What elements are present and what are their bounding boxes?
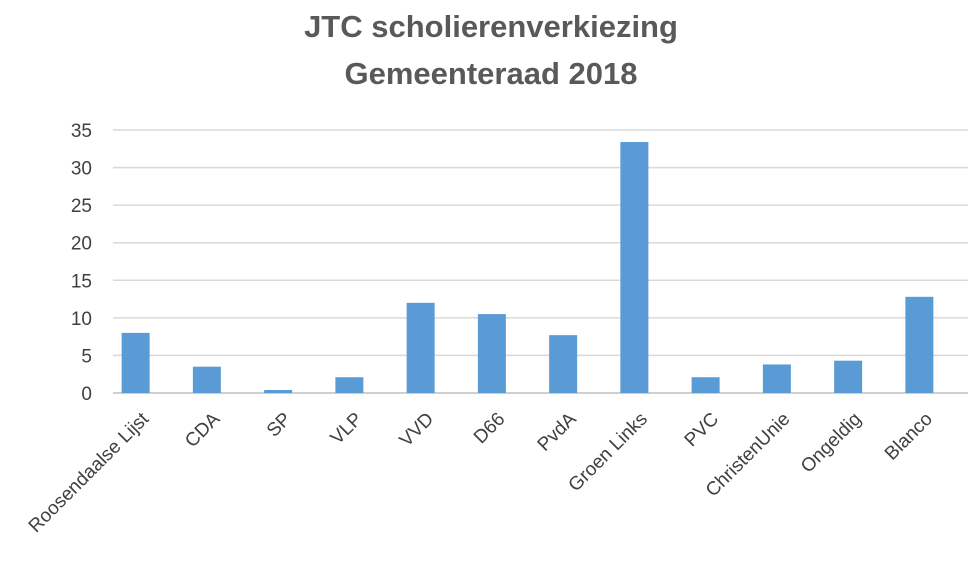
bar xyxy=(691,377,720,393)
gridlines xyxy=(113,129,968,394)
bar xyxy=(834,360,863,393)
y-tick-label: 15 xyxy=(71,271,92,292)
y-tick-label: 0 xyxy=(81,384,92,405)
y-tick-label: 5 xyxy=(81,346,92,367)
x-tick-label: CDA xyxy=(181,408,224,451)
x-tick-label: VLP xyxy=(327,409,367,449)
x-tick-label: PvdA xyxy=(534,408,581,455)
x-tick-label: D66 xyxy=(470,409,509,448)
bar xyxy=(620,142,649,393)
chart-title: JTC scholierenverkiezing Gemeenteraad 20… xyxy=(304,9,678,91)
chart-title-line-2: Gemeenteraad 2018 xyxy=(345,56,638,91)
x-axis: Roosendaalse Lijst CDA SP VLP VVD D66 PvdAGroe… xyxy=(25,408,937,537)
chart-title-line-1: JTC scholierenverkiezing xyxy=(304,9,678,44)
y-tick-label: 10 xyxy=(71,309,92,330)
bar xyxy=(335,377,364,393)
bars xyxy=(121,142,934,393)
bar xyxy=(477,314,506,393)
x-tick-label: PVC xyxy=(681,409,723,451)
x-tick-label: VVD xyxy=(396,409,438,451)
y-tick-label: 20 xyxy=(71,234,92,255)
y-tick-label: 30 xyxy=(71,159,92,180)
x-tick-label: Blanco xyxy=(881,409,937,465)
bar xyxy=(192,366,221,393)
bar xyxy=(121,332,150,393)
bar xyxy=(549,335,578,393)
x-tick-label: Ongeldig xyxy=(797,409,866,478)
y-axis: 0 5 10 15 20 25 30 35 xyxy=(71,121,92,405)
x-tick-label: SP xyxy=(263,409,296,442)
y-tick-label: 35 xyxy=(71,121,92,142)
y-tick-label: 25 xyxy=(71,196,92,217)
x-tick-label: Roosendaalse Lijst xyxy=(25,408,154,537)
bar xyxy=(406,302,435,393)
bar xyxy=(264,389,293,393)
bar xyxy=(905,296,934,393)
bar xyxy=(762,364,791,393)
